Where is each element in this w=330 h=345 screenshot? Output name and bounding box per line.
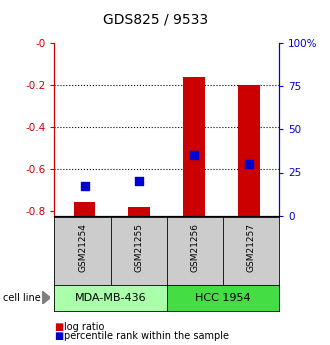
- Point: [82, 184, 87, 189]
- Point: [191, 152, 197, 158]
- Text: ■: ■: [54, 332, 64, 341]
- Bar: [238, 85, 260, 216]
- Text: GSM21255: GSM21255: [134, 223, 143, 272]
- Point: [246, 161, 251, 167]
- Polygon shape: [42, 291, 50, 304]
- Text: percentile rank within the sample: percentile rank within the sample: [64, 332, 229, 341]
- Bar: [183, 77, 205, 216]
- Text: cell line: cell line: [3, 293, 41, 303]
- Text: HCC 1954: HCC 1954: [195, 293, 250, 303]
- Text: log ratio: log ratio: [64, 322, 105, 332]
- Bar: [74, 202, 95, 216]
- Point: [137, 178, 142, 184]
- Text: GSM21257: GSM21257: [246, 223, 255, 272]
- Text: GDS825 / 9533: GDS825 / 9533: [103, 12, 208, 26]
- Text: MDA-MB-436: MDA-MB-436: [75, 293, 147, 303]
- Text: ■: ■: [54, 322, 64, 332]
- Text: GSM21256: GSM21256: [190, 223, 199, 272]
- Text: GSM21254: GSM21254: [78, 223, 87, 272]
- Bar: [128, 207, 150, 216]
